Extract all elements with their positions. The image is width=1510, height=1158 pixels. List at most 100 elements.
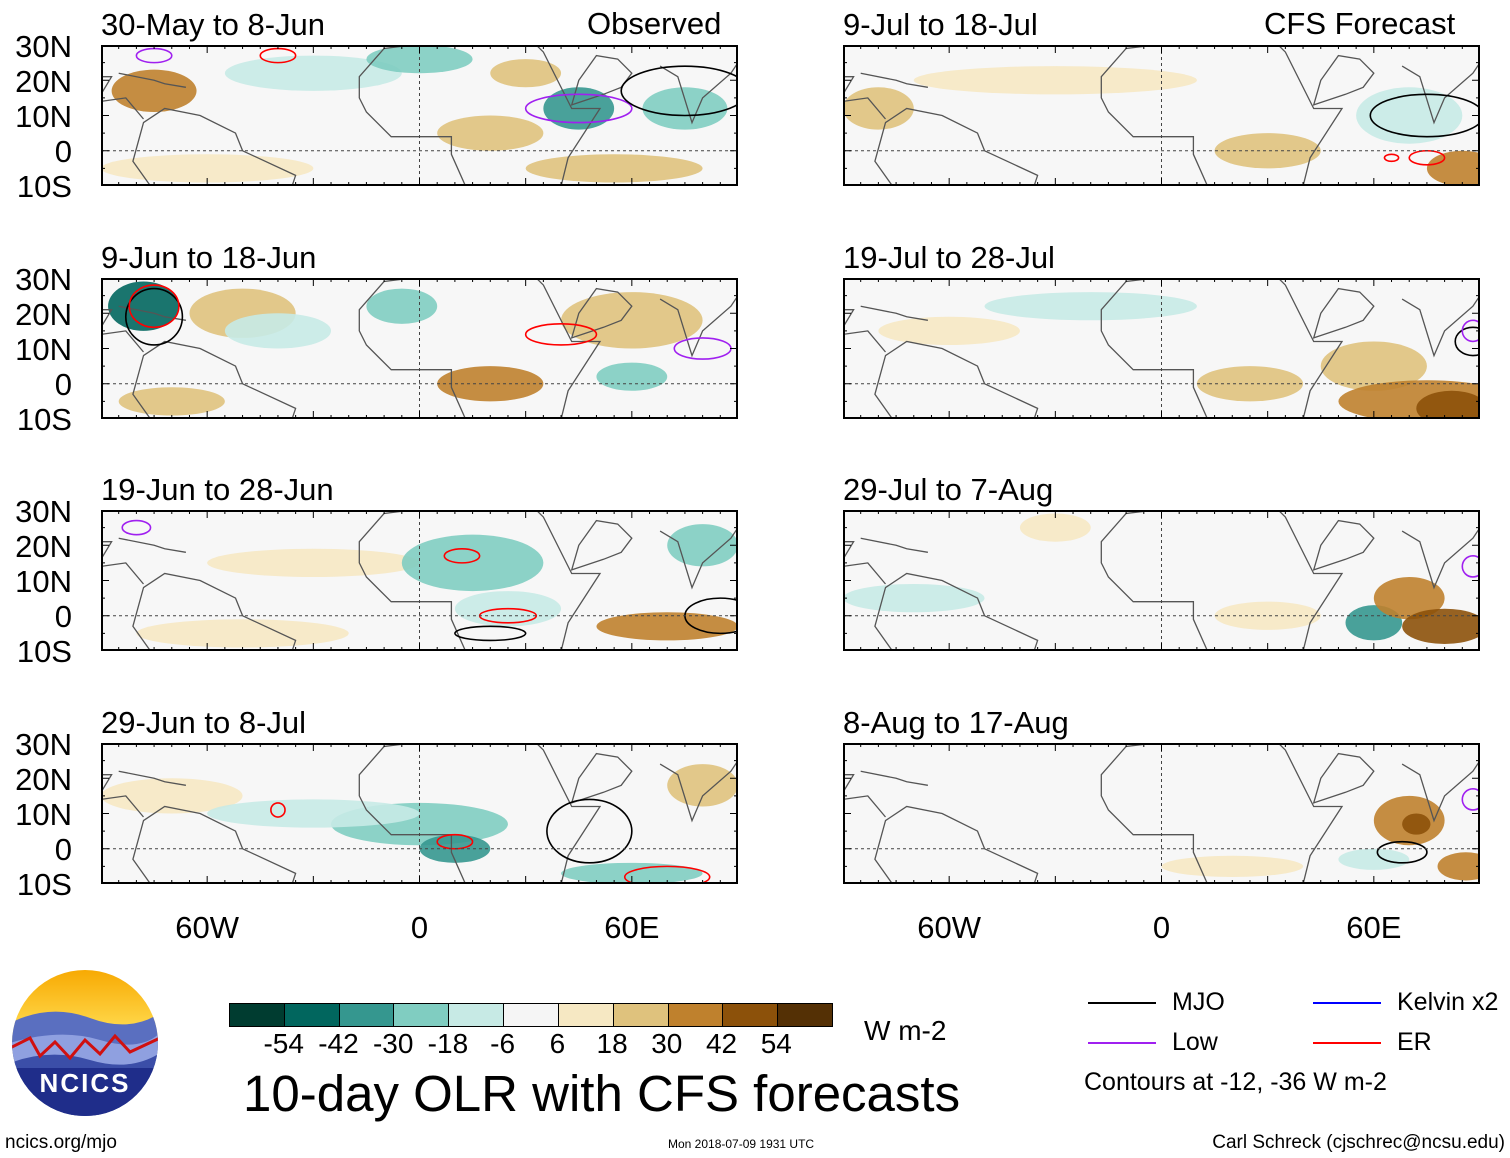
panel-frame	[101, 278, 738, 419]
colorbar-tick-label: -30	[372, 1028, 414, 1059]
legend-line-er	[1313, 1042, 1381, 1044]
footer-url[interactable]: ncics.org/mjo	[5, 1132, 117, 1153]
contour	[546, 798, 633, 864]
colorbar-tick-label: -42	[318, 1028, 359, 1059]
coastline	[1100, 278, 1344, 419]
olr-map-panel	[843, 510, 1480, 651]
lat-label: 30N	[15, 262, 72, 297]
coastline	[843, 305, 929, 353]
lon-label: 60E	[604, 910, 660, 945]
colorbar-swatch	[448, 1004, 504, 1026]
contour	[1461, 319, 1480, 343]
olr-anomaly	[843, 584, 985, 613]
coastline	[1312, 54, 1480, 125]
olr-anomaly	[101, 154, 314, 183]
colorbar-tick-label: 30	[651, 1028, 683, 1059]
olr-anomaly	[1161, 855, 1304, 877]
legend-label: Low	[1172, 1028, 1218, 1056]
colorbar-tick-label: 54	[760, 1028, 792, 1059]
coastline	[101, 770, 187, 818]
panel-title: 19-Jun to 28-Jun	[101, 472, 334, 507]
olr-map-panel	[101, 510, 738, 651]
coastline	[132, 107, 297, 186]
colorbar-tick-label: 42	[705, 1028, 738, 1059]
contour	[1461, 788, 1480, 811]
legend-line-low	[1088, 1042, 1156, 1044]
ncics-logo: NCICS	[12, 970, 158, 1116]
contour	[443, 547, 481, 564]
colorbar-swatch	[777, 1004, 832, 1026]
lon-label: 0	[410, 910, 429, 945]
panel-title: 30-May to 8-Jun	[101, 7, 325, 42]
lon-label: 60E	[1346, 910, 1402, 945]
coastline	[843, 537, 929, 585]
olr-map-panel	[843, 278, 1480, 419]
panel-frame	[843, 45, 1480, 186]
olr-anomaly	[224, 55, 402, 91]
olr-map-panel	[843, 743, 1480, 884]
coastline	[874, 572, 1039, 651]
olr-anomaly	[913, 66, 1197, 95]
olr-anomaly	[1214, 601, 1321, 630]
contour	[623, 865, 711, 884]
colorbar-swatch	[722, 1004, 778, 1026]
olr-anomaly	[136, 619, 349, 648]
lat-label: 10N	[15, 797, 72, 832]
footer-timestamp: Mon 2018-07-09 1931 UTC	[668, 1137, 815, 1151]
colorbar-swatch	[230, 1004, 284, 1026]
coastline	[1100, 510, 1344, 651]
contour	[524, 93, 633, 124]
lon-label: 0	[1152, 910, 1171, 945]
coastline	[570, 54, 738, 125]
footer-author: Carl Schreck (cjschrec@ncsu.edu)	[1212, 1132, 1505, 1153]
olr-anomaly	[1402, 813, 1431, 835]
panel-title: 29-Jul to 7-Aug	[843, 472, 1054, 507]
olr-anomaly	[1426, 150, 1480, 186]
contour	[1454, 326, 1480, 357]
olr-anomaly	[561, 862, 703, 884]
olr-anomaly	[1019, 513, 1091, 542]
coastline	[874, 107, 1039, 186]
colorbar-swatch	[612, 1004, 668, 1026]
olr-anomaly	[667, 764, 738, 807]
colorbar-swatch	[393, 1004, 449, 1026]
olr-anomaly	[401, 534, 544, 592]
lat-label: 20N	[15, 64, 72, 99]
panel-frame	[101, 743, 738, 884]
lat-label: 0	[54, 599, 72, 634]
logo-text: NCICS	[40, 1068, 131, 1098]
colorbar-tick-label: 18	[596, 1028, 628, 1059]
coastline	[1100, 45, 1344, 186]
olr-anomaly	[1416, 390, 1480, 419]
figure-title: 10-day OLR with CFS forecasts	[243, 1065, 961, 1122]
colorbar-swatch	[283, 1004, 339, 1026]
contour	[454, 625, 527, 642]
colorbar-swatch	[557, 1004, 613, 1026]
olr-anomaly	[437, 115, 544, 151]
panel-title: 9-Jun to 18-Jun	[101, 240, 317, 275]
contour	[270, 802, 286, 818]
legend-line-mjo	[1088, 1002, 1156, 1004]
contour	[1369, 93, 1480, 138]
lon-label: 60W	[917, 910, 982, 945]
coastline	[874, 805, 1039, 884]
contour	[524, 323, 598, 346]
contour	[128, 284, 180, 329]
legend-line-kelvin-x2	[1313, 1002, 1381, 1004]
observed-header: Observed	[587, 6, 722, 41]
olr-anomaly	[366, 288, 438, 324]
panel-title: 8-Aug to 17-Aug	[843, 705, 1069, 740]
coastline	[132, 572, 297, 651]
olr-anomaly	[984, 292, 1197, 321]
lat-label: 10N	[15, 99, 72, 134]
lat-label: 30N	[15, 727, 72, 762]
olr-map-panel	[843, 45, 1480, 186]
olr-map-panel	[101, 278, 738, 419]
coastline	[132, 805, 297, 884]
lat-label: 0	[54, 367, 72, 402]
coastline	[570, 519, 738, 590]
panel-title: 29-Jun to 8-Jul	[101, 705, 307, 740]
contour	[436, 833, 474, 850]
coastline	[843, 770, 929, 818]
